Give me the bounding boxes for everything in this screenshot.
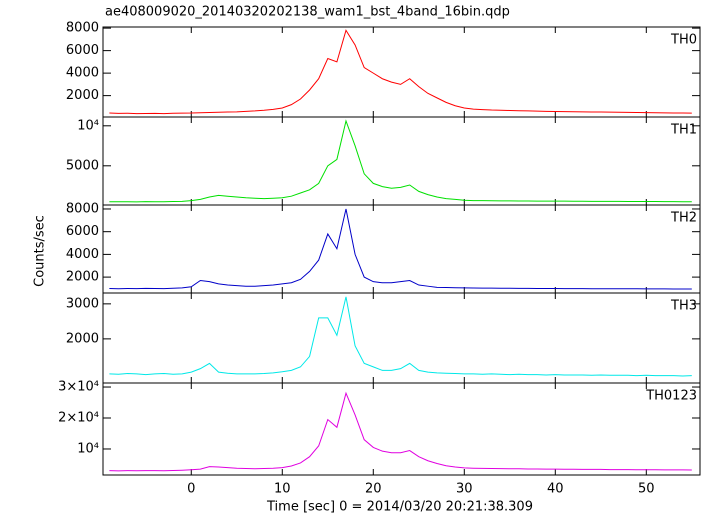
- panel-frame: [102, 26, 701, 118]
- y-axis-label: Counts/sec: [33, 215, 48, 287]
- x-tick-label: 40: [547, 482, 564, 497]
- light-curve: [109, 119, 692, 203]
- panel-frame: [102, 204, 701, 294]
- y-tick-label: 5000: [66, 158, 99, 173]
- y-tick-label: 2000: [66, 270, 99, 285]
- y-tick-label: 3000: [66, 296, 99, 311]
- legend-label: TH1: [670, 123, 697, 138]
- y-tick-label: 4000: [66, 247, 99, 262]
- light-curve: [109, 391, 692, 472]
- panel-frame: [102, 292, 701, 384]
- x-tick-label: 10: [274, 482, 291, 497]
- legend-label: TH0123: [645, 389, 697, 404]
- x-axis-label: Time [sec] 0 = 2014/03/20 20:21:38.309: [266, 500, 533, 515]
- y-tick-label: 6000: [66, 43, 99, 58]
- light-curve: [109, 208, 692, 290]
- x-tick-label: 20: [365, 482, 382, 497]
- x-tick-label: 30: [456, 482, 473, 497]
- y-tick-label: 3×10⁴: [58, 380, 99, 395]
- y-tick-label: 6000: [66, 224, 99, 239]
- y-tick-label: 2000: [66, 331, 99, 346]
- legend-label: TH0: [670, 33, 697, 48]
- legend-label: TH2: [670, 211, 697, 226]
- panel-frame: [102, 382, 701, 476]
- y-tick-label: 2×10⁴: [58, 411, 99, 426]
- y-tick-label: 10⁴: [77, 118, 99, 133]
- y-tick-label: 10⁴: [77, 441, 99, 456]
- y-tick-label: 8000: [66, 201, 99, 216]
- light-curve: [109, 296, 692, 377]
- x-tick-label: 0: [187, 482, 195, 497]
- y-tick-label: 4000: [66, 66, 99, 81]
- panel-frame: [102, 116, 701, 206]
- light-curve: [109, 29, 692, 115]
- y-tick-label: 8000: [66, 21, 99, 36]
- x-tick-label: 50: [638, 482, 655, 497]
- chart-title: ae408009020_20140320202138_wam1_bst_4ban…: [105, 5, 510, 20]
- legend-label: TH3: [670, 299, 697, 314]
- y-tick-label: 2000: [66, 88, 99, 103]
